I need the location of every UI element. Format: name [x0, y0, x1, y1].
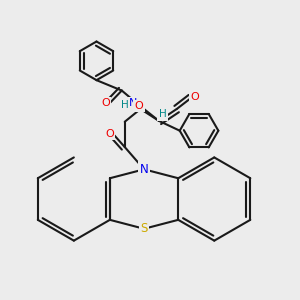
Text: O: O — [105, 129, 114, 139]
Text: N: N — [129, 98, 137, 108]
Text: S: S — [140, 222, 148, 235]
Text: O: O — [101, 98, 110, 108]
Text: O: O — [190, 92, 199, 101]
Text: O: O — [135, 101, 143, 111]
Text: H: H — [159, 109, 167, 119]
Text: S: S — [140, 222, 148, 235]
Text: N: N — [140, 163, 148, 176]
Text: N: N — [140, 163, 148, 176]
Text: H: H — [121, 100, 128, 110]
